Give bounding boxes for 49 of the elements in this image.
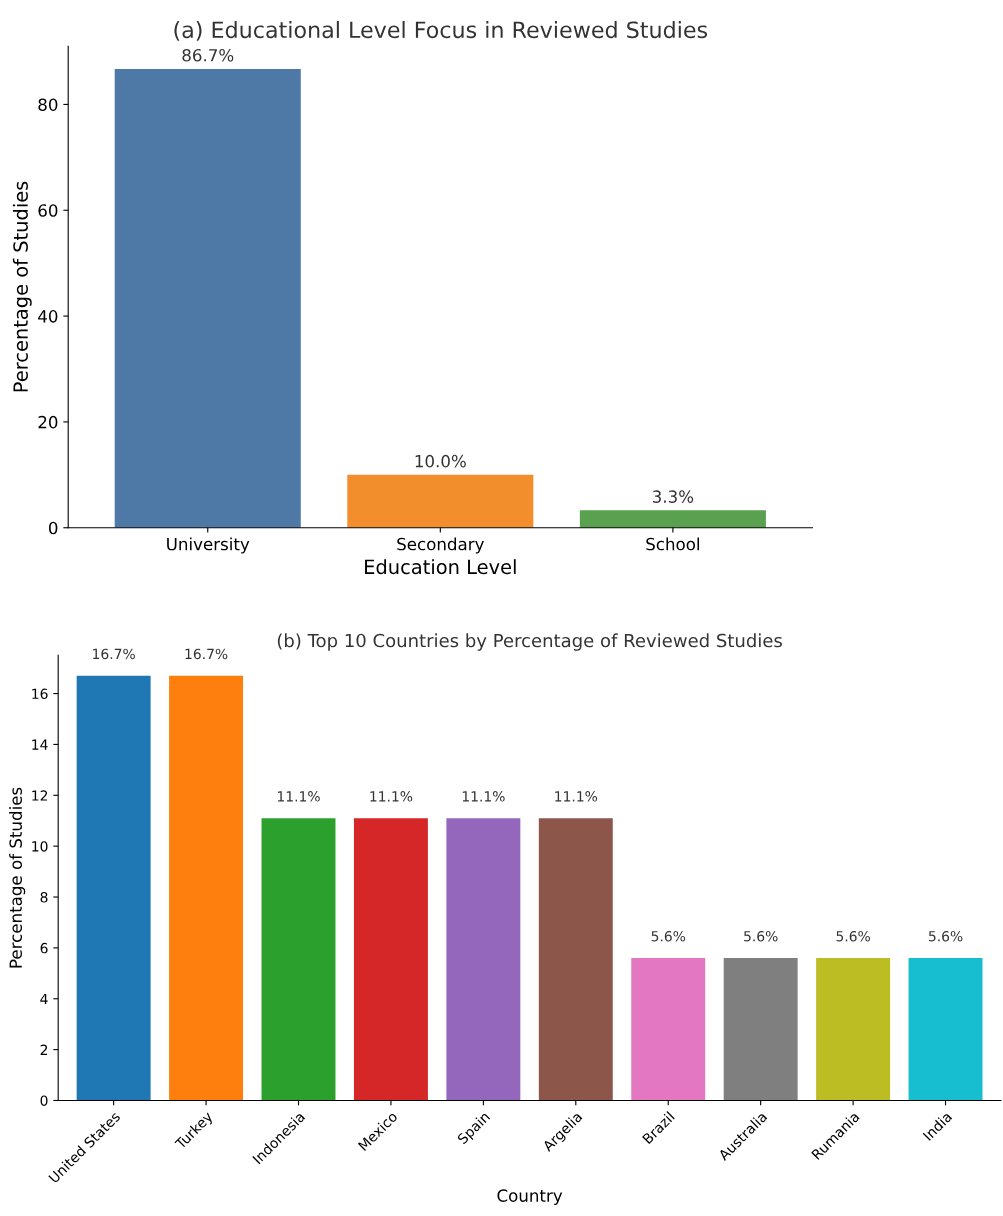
y-axis-title: Percentage of Studies bbox=[12, 181, 32, 392]
y-axis-title: Percentage of Studies bbox=[9, 787, 26, 968]
y-tick-label: 12 bbox=[32, 790, 48, 801]
x-axis-title: Education Level bbox=[365, 559, 516, 575]
bar bbox=[114, 68, 301, 528]
y-tick-label: 4 bbox=[40, 993, 48, 1005]
data-label: 11.1% bbox=[277, 791, 320, 802]
x-tick-label: University bbox=[167, 537, 250, 554]
data-label: 10.0% bbox=[415, 454, 466, 468]
data-label: 16.7% bbox=[93, 648, 135, 660]
bar bbox=[579, 510, 766, 528]
y-tick-label: 60 bbox=[38, 204, 58, 217]
data-label: 5.6% bbox=[651, 930, 686, 942]
data-label: 3.3% bbox=[652, 490, 694, 503]
bar bbox=[723, 958, 798, 1101]
chart-title: (b) Top 10 Countries by Percentage of Reviewed Studies bbox=[277, 633, 782, 651]
y-tick-label: 16 bbox=[32, 688, 48, 700]
bar bbox=[631, 958, 706, 1101]
bar bbox=[446, 818, 521, 1101]
chart-title: (a) Educational Level Focus in Reviewed Studies bbox=[174, 20, 708, 41]
bar bbox=[353, 818, 428, 1101]
y-tick-label: 20 bbox=[38, 415, 58, 429]
data-label: 11.1% bbox=[555, 791, 598, 802]
bar bbox=[76, 675, 151, 1101]
bar bbox=[538, 818, 613, 1101]
x-tick-label: Secondary bbox=[397, 537, 484, 554]
bar bbox=[169, 675, 244, 1101]
y-tick-label: 10 bbox=[32, 841, 48, 852]
y-tick-label: 6 bbox=[40, 942, 48, 954]
data-label: 16.7% bbox=[185, 648, 228, 660]
data-label: 5.6% bbox=[836, 930, 870, 942]
y-tick-label: 2 bbox=[40, 1044, 48, 1055]
bar bbox=[261, 818, 336, 1101]
bar bbox=[908, 958, 983, 1101]
data-label: 11.1% bbox=[370, 791, 413, 802]
y-tick-label: 0 bbox=[40, 1095, 48, 1106]
data-label: 5.6% bbox=[744, 930, 778, 942]
x-axis-title: Country bbox=[497, 1189, 563, 1206]
y-tick-label: 8 bbox=[40, 891, 48, 903]
x-tick-label: School bbox=[646, 537, 699, 551]
bar bbox=[816, 958, 891, 1101]
bar bbox=[347, 474, 534, 528]
y-tick-label: 40 bbox=[38, 310, 58, 323]
data-label: 5.6% bbox=[928, 930, 963, 942]
y-tick-label: 0 bbox=[48, 521, 58, 535]
data-label: 86.7% bbox=[182, 48, 234, 62]
data-label: 11.1% bbox=[462, 791, 505, 802]
y-tick-label: 80 bbox=[38, 98, 58, 111]
y-tick-label: 14 bbox=[32, 739, 48, 750]
